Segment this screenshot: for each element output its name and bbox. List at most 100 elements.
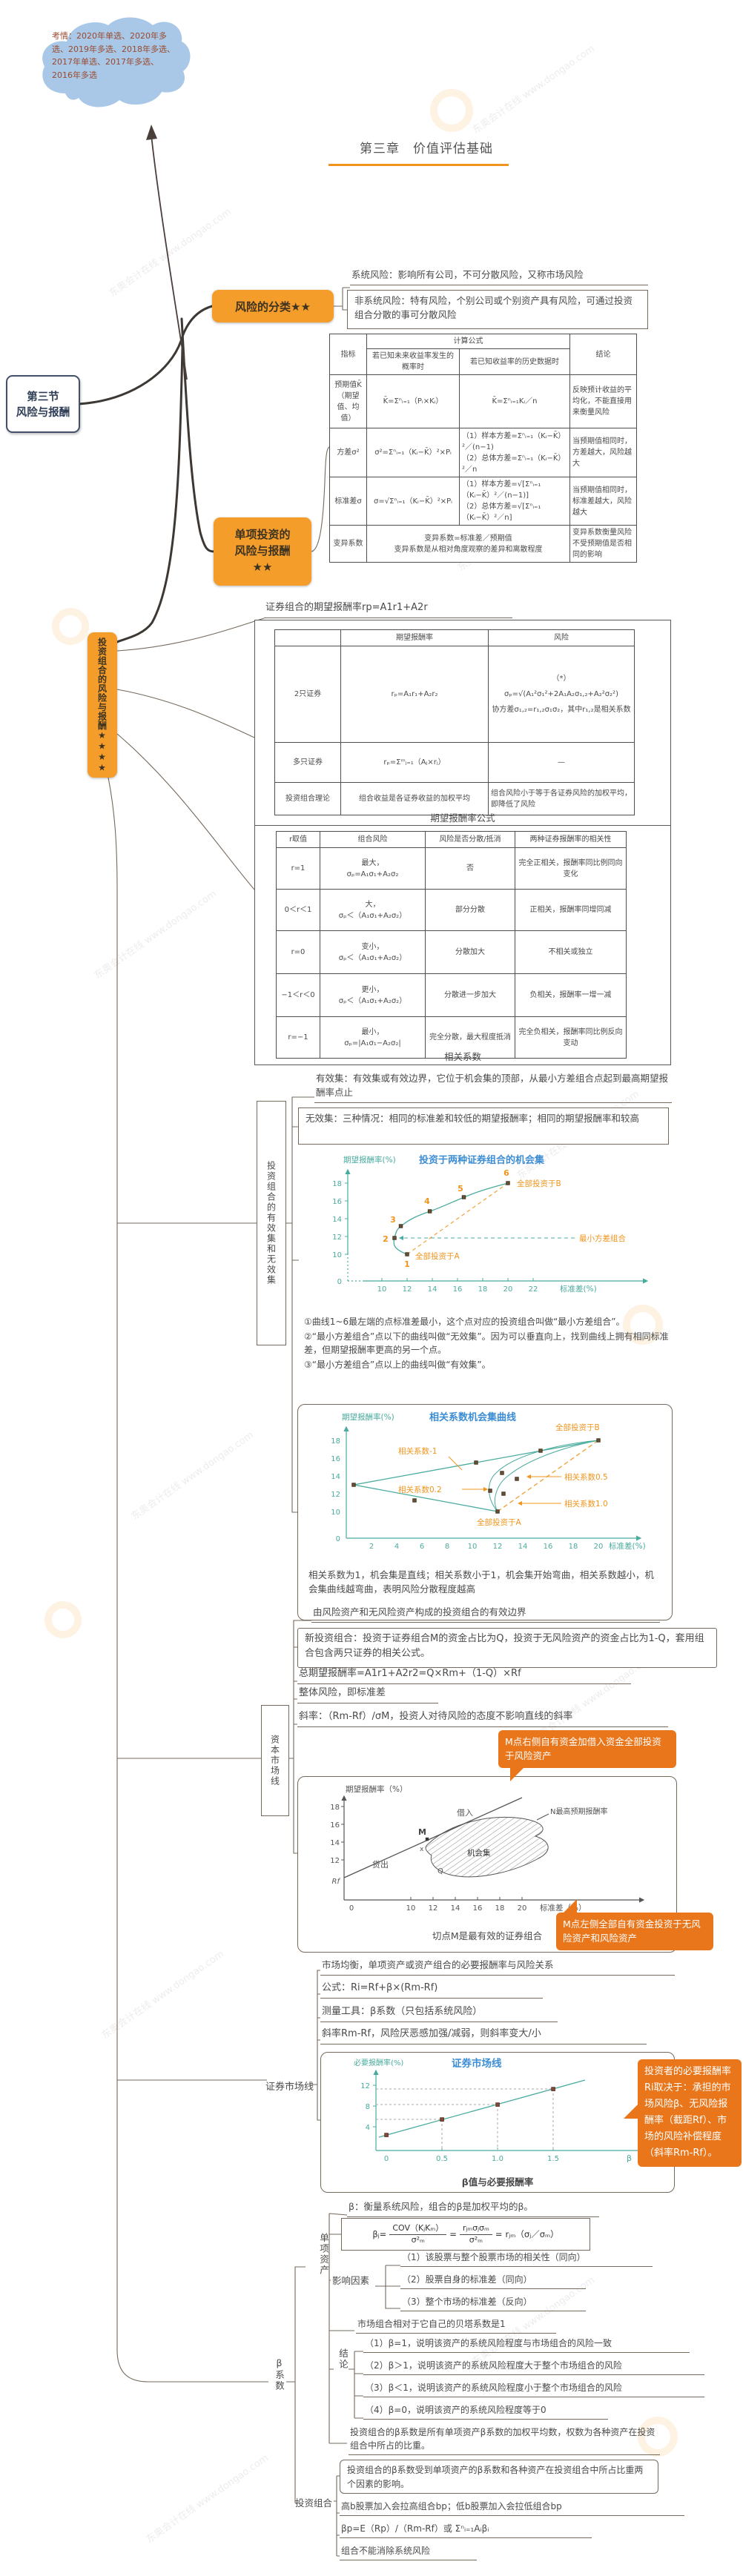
sub-branch-beta-label: β系数 [274, 2357, 285, 2391]
chart4-sml-line [378, 2079, 586, 2138]
table2-cell: rₚ=Σᵐⱼ₌₁（Aⱼ×rⱼ） [340, 742, 489, 783]
cml-chart: 期望报酬率（%） 18 16 14 12 Rf 0 10 12 14 16 18 [330, 1784, 645, 1913]
chart2-ylabel: 期望报酬率(%) [342, 1412, 394, 1422]
table2-header-risk: 风险 [488, 629, 635, 646]
opportunity-set-chart: 期望报酬率(%) 投资于两种证券组合的机会集 18 16 14 12 10 0 … [332, 1154, 649, 1294]
chart4-guides [376, 2088, 554, 2150]
tick: 1.0 [492, 2155, 503, 2163]
table2-cell: 组合风险小于等于各证券风险的加权平均，即降低了风险 [488, 782, 635, 815]
sub-branch-effective-set-label: 投资组合的有效集和无效集 [257, 1101, 286, 1345]
chart4-point-markers [384, 2087, 555, 2137]
tick: 14 [331, 1473, 340, 1481]
tick: 10 [331, 1509, 340, 1517]
chart3-label-borrow: 借入 [457, 1808, 473, 1818]
tick: 18 [331, 1437, 340, 1446]
chart2-label-corr-1: 相关系数1.0 [564, 1499, 608, 1509]
table3-cell: r=−1 [276, 1016, 320, 1059]
sub-branch-portfolio-label: 投资组合 [295, 2497, 333, 2509]
chart3-label-lend: 贷出 [372, 1859, 389, 1870]
chart2-label-b: 全部投资于B [555, 1423, 600, 1432]
tick: 22 [529, 1285, 538, 1294]
chart3-label-q: Q [437, 1867, 443, 1875]
correlation-chart-box: 期望报酬率(%) 相关系数机会集曲线 18 16 14 12 10 0 2 4 … [297, 1404, 673, 1620]
chart1-label-b: 全部投资于B [517, 1179, 561, 1188]
portfolio-tables-container: 期望报酬率 风险 2只证券 rₚ=A₁r₁+A₂r₂ （*） σₚ=√(A₁²σ… [254, 620, 671, 1065]
correlation-note: 相关系数为1，机会集是直线；相关系数小于1，机会集开始弯曲，相关系数越小，机会集… [308, 1569, 654, 1595]
chart2-y-tick-labels: 18 16 14 12 10 0 [331, 1437, 340, 1543]
denominator: σ²ₘ [469, 2234, 483, 2245]
tick: 16 [473, 1904, 483, 1913]
tick: 20 [518, 1904, 527, 1913]
sml-tool-text: 测量工具：β系数（只包括系统风险） [320, 2004, 558, 2022]
chart3-n-pointer [536, 1813, 549, 1821]
chart2-corr-neg1-line [353, 1440, 599, 1512]
tick: 18 [478, 1285, 488, 1294]
table1-cell: 反映预计收益的平均化，不能直接用来衡量风险 [569, 374, 637, 428]
sub-branch-sml-label: 证券市场线 [265, 2082, 314, 2093]
tick: 10 [377, 1285, 387, 1294]
beta-formula-frac2: rⱼₘσⱼσₘ σ²ₘ [459, 2223, 492, 2245]
point-label: 5 [458, 1184, 463, 1193]
tick: 14 [330, 1839, 340, 1847]
chart2-title: 相关系数机会集曲线 [429, 1411, 516, 1423]
cml-callout-left-of-m: M点左侧全部自有资金投资于无风险资产和风险资产 [556, 1899, 713, 1950]
chart1-opportunity-curve [393, 1182, 509, 1255]
table1-cell: 标准差σ [329, 477, 367, 526]
chart3-x-tick-labels: 0 10 12 14 16 18 20 [349, 1904, 527, 1913]
beta-formula-rhs: rⱼₘ（σⱼ／σₘ） [505, 2229, 559, 2239]
table3-cell: 完全负相关，报酬率同比例反向变动 [515, 1016, 627, 1059]
table2-cell: — [488, 742, 635, 783]
beta-factor-2: （2）股票自身的标准差（同向） [400, 2273, 586, 2289]
tick: 2 [369, 1543, 374, 1551]
table3-cell: 分散进一步加大 [425, 973, 515, 1017]
chart4-xlabel: β [627, 2153, 632, 2163]
chart4-y-tick-labels: 12 8 4 [360, 2082, 370, 2132]
portfolio-return-risk-table: 期望报酬率 风险 2只证券 rₚ=A₁r₁+A₂r₂ （*） σₚ=√(A₁²σ… [274, 629, 635, 815]
tick: 14 [332, 1216, 342, 1224]
tick: 10 [406, 1904, 416, 1913]
chart1-label-minvar: 最小方差组合 [579, 1234, 626, 1243]
equals: = [495, 2229, 503, 2239]
tick: 0 [336, 1535, 340, 1543]
portfolio-beta-factors-box: 投资组合的β系数受到单项资产的β系数和各种资产在投资组合中所占比重两个因素的影响… [340, 2460, 658, 2494]
table3-cell: 最大， σₚ=A₁σ₁+A₂σ₂ [320, 847, 426, 890]
beta-factors-label: 影响因素 [332, 2275, 370, 2286]
tick: 12 [330, 1857, 340, 1865]
tick: 12 [360, 2082, 370, 2090]
nonsystematic-risk-box: 非系统风险：特有风险，个别公司或个别资产具有风险，可通过投资组合分散的事可分散风… [347, 290, 648, 329]
table3-cell: 完全正相关，报酬率同比例同向变化 [515, 847, 627, 890]
sub-branch-single-asset-label: 单项资产 [318, 2233, 329, 2276]
beta-formula-frac1: COV（KⱼKₘ） σ²ₘ [389, 2223, 447, 2245]
chart2-x-tick-labels: 2 4 6 8 10 12 14 16 18 20 [369, 1543, 604, 1551]
tick: 0.5 [436, 2155, 448, 2163]
sml-formula-text: 公式：Ri=Rf+β×(Rm-Rf) [320, 1981, 543, 1999]
tick: 16 [330, 1821, 340, 1830]
table1-cell: σ=√Σⁿᵢ₌₁（Kᵢ−K̄）²×Pᵢ [366, 477, 460, 526]
chapter-title: 第三章 价值评估基础 [360, 142, 493, 156]
market-equilibrium-text: 市场均衡，单项资产或资产组合的必要报酬率与风险关系 [320, 1959, 675, 1976]
rf-label: Rf [332, 1878, 341, 1886]
table1-cell: 变异系数=标准差／预期值 变异系数是从相对角度观察的差异和离散程度 [366, 525, 570, 563]
trunk-to-single-invest [180, 317, 215, 553]
note-3: ③“最小方差组合”点以上的曲线叫做“有效集”。 [304, 1360, 491, 1370]
branch-node-single-investment: 单项投资的 风险与报酬 ★★ [214, 517, 311, 586]
chart1-ticks [345, 1182, 534, 1281]
table3-cell: 正相关，报酬率同增同减 [515, 889, 627, 931]
tick: 16 [453, 1285, 463, 1294]
beta-factor-3: （3）整个市场的标准差（反向） [400, 2295, 586, 2311]
chapter-title-underline [328, 164, 509, 166]
beta-conclusion-1: （1）β=1，说明该资产的系统风险程度与市场组合的风险一致 [363, 2337, 690, 2353]
chart1-title: 投资于两种证券组合的机会集 [419, 1154, 545, 1166]
cloud-path [42, 17, 191, 107]
beta-factor-1: （1）该股票与整个股票市场的相关性（同向） [400, 2251, 653, 2267]
chart1-label-a: 全部投资于A [415, 1251, 460, 1261]
chart1-xlabel: 标准差(%) [560, 1284, 597, 1294]
portfolio-beta-item-3: 组合不能消除系统风险 [340, 2544, 477, 2560]
sml-chart-box: 必要报酬率(%) 证券市场线 12 8 4 0 0.5 1.0 1.5 β [320, 2052, 675, 2193]
note-1: ①曲线1~6最左端的点标准差最小，这个点对应的投资组合叫做“最小方差组合”。 [304, 1317, 625, 1327]
chart1-ylabel: 期望报酬率(%) [343, 1155, 396, 1165]
tick: 0 [337, 1278, 342, 1286]
table3-cell: 最小， σₚ=|A₁σ₁−A₂σ₂| [320, 1016, 426, 1059]
chart2-label-corr-neg1: 相关系数-1 [398, 1446, 437, 1456]
